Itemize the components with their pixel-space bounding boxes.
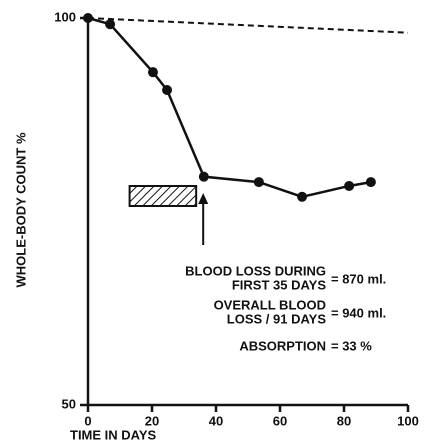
arrow-head (198, 193, 209, 204)
y-tick-label: 100 (54, 9, 76, 24)
x-tick-label: 0 (84, 413, 91, 428)
annotation-text: ABSORPTION (239, 338, 326, 353)
x-tick-label: 20 (145, 413, 159, 428)
annotation-value: = 33 % (331, 338, 372, 353)
data-point (105, 19, 116, 30)
data-point (365, 177, 376, 188)
data-point (297, 191, 308, 202)
annotation-text: LOSS / 91 DAYS (227, 311, 327, 326)
annotation-value: = 870 ml. (331, 271, 386, 286)
data-line (87, 16, 372, 199)
data-point (147, 67, 158, 78)
x-tick-label: 40 (209, 413, 223, 428)
annotation-value: = 940 ml. (331, 305, 386, 320)
data-point (83, 13, 93, 23)
reference-line (87, 17, 409, 34)
annotation-text: BLOOD LOSS DURING (185, 263, 326, 278)
data-point (198, 171, 209, 182)
hatched-period (128, 185, 198, 207)
data-point (344, 180, 355, 191)
x-tick-label: 100 (397, 413, 419, 428)
y-axis-label: WHOLE-BODY COUNT % (13, 132, 28, 287)
x-tick-label: 80 (337, 413, 351, 428)
x-tick-label: 60 (273, 413, 287, 428)
y-tick-label: 50 (62, 396, 76, 411)
x-axis-label: TIME IN DAYS (70, 427, 157, 442)
annotation-text: FIRST 35 DAYS (232, 277, 326, 292)
data-point (162, 84, 173, 95)
annotation-text: OVERALL BLOOD (214, 297, 326, 312)
data-point (253, 177, 264, 188)
